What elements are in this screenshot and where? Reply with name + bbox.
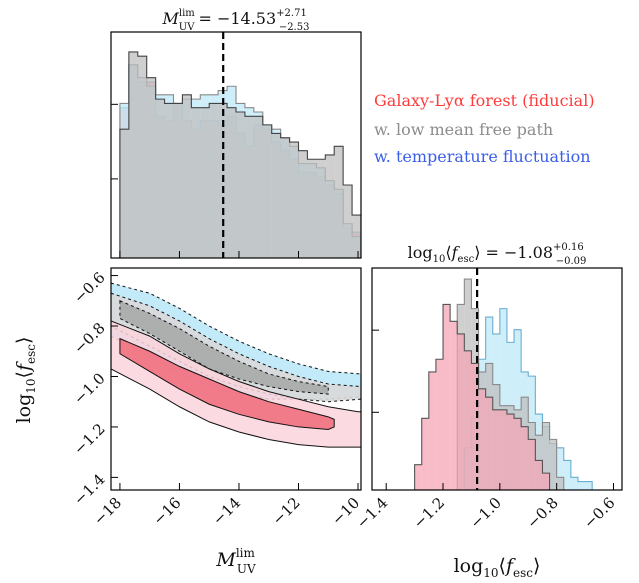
fesc-hist-xtick-label-3: −0.8 [523,494,561,532]
contour-frame [110,267,362,491]
fesc-hist-xtick-label-4: −0.6 [580,494,618,532]
fesc-hist-xtick-label-1: −1.2 [410,494,448,532]
muv-hist-bar-s2-b23 [325,154,335,258]
fesc-hist-bar-s2-b0 [414,464,422,490]
fesc-hist-bar-s0-b20 [556,447,564,490]
muv-hist-bar-s2-b25 [343,185,353,258]
fesc-histogram-panel: −1.4 −1.2 −1.0 −0.8 −0.6 log10⟨fesc⟩ = −1.08… [353,242,623,580]
contour-ytick-label-2: −1.0 [70,369,108,407]
contour-ytick-label-4: −0.6 [70,268,108,306]
muv-histogram-frame [110,31,362,259]
fesc-hist-bar-s2-b13 [506,414,515,490]
muv-hist-bar-s2-b3 [146,77,156,258]
fesc-histogram-frame [371,267,623,491]
contour-68-s2 [119,337,335,430]
muv-hist-bar-s2-b14 [244,116,254,258]
muv-hist-bar-s2-b1 [128,51,138,258]
legend-entry-fiducial: Galaxy-Lyα forest (fiducial) [374,91,595,110]
muv-hist-bar-s2-b19 [289,142,299,258]
muv-hist-bar-s2-b12 [227,107,236,258]
fesc-hist-bar-s0-b23 [577,481,586,490]
muv-hist-bar-s2-b18 [280,137,290,258]
contour-xtick-label-3: −12 [269,494,304,529]
fesc-hist-bar-s2-b12 [499,409,507,490]
muv-histogram-panel: Mlim UV = −14.53+2.71 −2.53 [110,8,362,259]
fesc-hist-bar-s2-b18 [542,473,550,490]
fesc-histogram-title: log10⟨fesc⟩ = −1.08+0.16 −0.09 [408,242,587,267]
fesc-hist-xtick-label-2: −1.0 [467,494,505,532]
muv-hist-bar-s2-b17 [271,133,281,258]
muv-hist-bar-s2-b24 [334,146,344,258]
contour-ytick-label-3: −0.8 [70,319,108,357]
muv-hist-bar-s2-b22 [316,159,326,258]
muv-hist-bar-s2-b15 [253,116,263,258]
x-axis-label-fesc: log10⟨fesc⟩ [454,555,541,580]
fesc-hist-xtick-label-0: −1.4 [353,494,391,532]
muv-hist-bar-s2-b8 [191,107,201,258]
muv-hist-bar-s2-b5 [164,103,174,258]
fesc-hist-bar-s2-b9 [478,388,486,490]
fesc-hist-bar-s1-b20 [556,477,564,490]
muv-hist-bar-s2-b9 [200,107,210,258]
fesc-hist-bar-s2-b8 [471,363,479,490]
fesc-hist-bar-s0-b22 [570,477,578,490]
contour-ytick-label-1: −1.2 [70,420,108,458]
fesc-hist-bar-s1-b19 [549,439,557,490]
contour-xtick-label-2: −14 [209,494,244,529]
muv-histogram-title: Mlim UV = −14.53+2.71 −2.53 [162,8,310,33]
contour-xtick-label-1: −16 [150,494,185,529]
muv-hist-bar-s2-b10 [209,103,219,258]
fesc-hist-bar-s2-b1 [421,418,429,490]
fesc-hist-bar-s2-b5 [450,321,458,490]
fesc-hist-outline-s2 [414,303,593,490]
fesc-hist-bar-s2-b7 [464,350,472,490]
muv-hist-bar-s2-b6 [173,103,183,258]
fesc-hist-bar-s0-b12 [499,308,507,490]
fesc-hist-bar-s2-b17 [535,460,543,490]
muv-hist-outline-s2 [119,51,361,258]
contour-xtick-label-0: −18 [90,494,125,529]
fesc-hist-bar-s2-b3 [435,359,444,490]
fesc-hist-bar-s2-b10 [485,397,493,490]
muv-hist-bar-s2-b16 [262,124,272,258]
fesc-hist-bar-s2-b15 [521,426,529,490]
legend: Galaxy-Lyα forest (fiducial) w. low mean… [374,91,595,166]
muv-hist-bar-s2-b2 [137,56,147,258]
muv-hist-bar-s2-b26 [352,215,361,258]
fesc-hist-bar-s2-b6 [457,333,465,490]
x-axis-label-muv: Mlim UV [215,546,256,576]
fesc-hist-bar-s2-b11 [492,409,500,490]
fesc-hist-bar-s2-b2 [428,371,436,490]
fesc-hist-bar-s2-b16 [528,439,536,490]
muv-hist-bar-s2-b21 [307,159,317,258]
fesc-hist-bar-s1-b18 [542,422,550,490]
fesc-hist-bar-s0-b21 [563,460,571,490]
joint-contour-panel: −18 −16 −14 −12 −10−1.4−1.2−1.0−0.8−0.6 Mlim… [13,267,363,576]
muv-hist-bar-s2-b4 [155,99,165,258]
fesc-hist-bar-s0-b24 [585,481,593,490]
y-axis-label-fesc: log10⟨fesc⟩ [13,337,38,424]
muv-hist-bar-s2-b7 [182,94,192,258]
legend-entry-low-mfp: w. low mean free path [374,120,553,139]
muv-hist-bar-s2-b0 [119,129,129,258]
fesc-hist-bar-s2-b14 [514,418,522,490]
muv-hist-bar-s2-b20 [298,150,308,258]
contour-68-s1 [119,300,329,395]
legend-entry-temp-fluct: w. temperature fluctuation [374,147,591,166]
muv-hist-bar-s2-b13 [236,112,245,258]
fesc-hist-bar-s2-b4 [443,304,451,490]
